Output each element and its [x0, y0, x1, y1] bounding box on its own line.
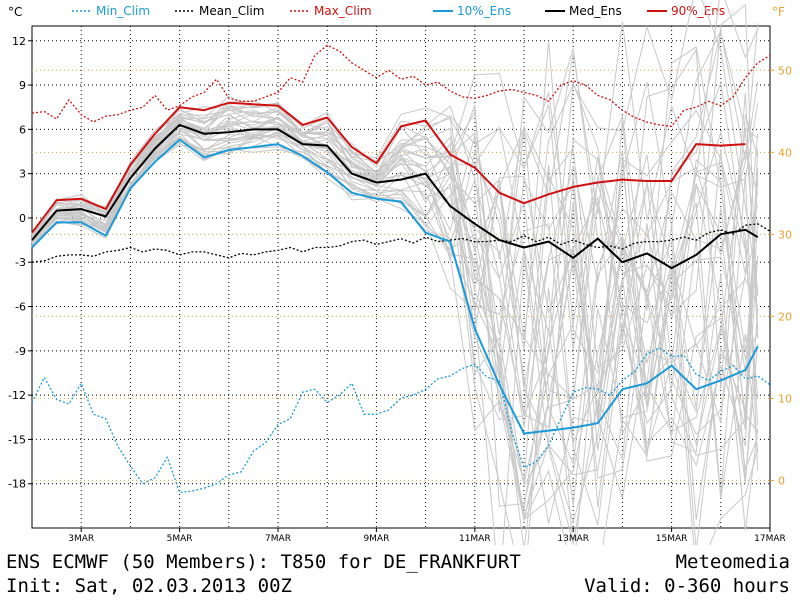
y-tick-label: -6 — [15, 301, 26, 314]
footer-init: Init: Sat, 02.03.2013 00Z — [6, 575, 292, 597]
x-tick-label: 11MAR — [459, 534, 491, 544]
f-tick-label: 10 — [778, 392, 792, 405]
footer-title: ENS ECMWF (50 Members): T850 for DE_FRAN… — [6, 551, 521, 573]
x-tick-label: 5MAR — [167, 534, 193, 544]
f-tick-label: 20 — [778, 310, 792, 323]
f-tick-label: 50 — [778, 64, 792, 77]
y-tick-label: 9 — [19, 79, 26, 92]
x-tick-label: 7MAR — [265, 534, 291, 544]
series-lines — [31, 44, 771, 494]
ensemble-member-line — [31, 133, 759, 526]
series-max_clim — [31, 44, 771, 128]
x-tick-label: 15MAR — [656, 534, 688, 544]
grid — [32, 26, 770, 528]
x-tick-label: 17MAR — [754, 534, 786, 544]
y-axis-right: 50 40 30 20 10 0 — [770, 64, 792, 487]
y-tick-label: -18 — [8, 478, 26, 491]
y-tick-label: 3 — [19, 168, 26, 181]
x-axis: 3MAR 5MAR 7MAR 9MAR 11MAR 13MAR 15MAR 17MAR — [68, 528, 786, 544]
series-min_clim — [31, 347, 771, 494]
series-p90 — [31, 101, 746, 234]
legend-label-med: Med_Ens — [569, 4, 622, 18]
y-axis-left: 12 9 6 3 0 -3 -6 -9 -12 -15 -18 — [8, 35, 32, 491]
t850-chart: °C °F Min_Clim Mean_Clim Max_Clim 10%_Ens Me… — [8, 0, 792, 545]
f-tick-label: 0 — [778, 474, 785, 487]
y-tick-label: -12 — [8, 389, 26, 402]
legend-label-mean_clim: Mean_Clim — [199, 4, 264, 18]
x-tick-label: 3MAR — [68, 534, 94, 544]
legend: Min_Clim Mean_Clim Max_Clim 10%_Ens Med_Ens 9… — [72, 4, 725, 18]
footer-valid: Valid: 0-360 hours — [584, 575, 790, 597]
y-tick-label: -3 — [15, 256, 26, 269]
x-tick-label: 9MAR — [363, 534, 389, 544]
y-tick-label: 12 — [12, 35, 26, 48]
ensemble-member-line — [31, 48, 759, 400]
y-tick-label: 0 — [19, 212, 26, 225]
ensemble-member-line — [31, 103, 759, 408]
plot-frame — [31, 25, 771, 529]
x-tick-label: 13MAR — [557, 534, 589, 544]
footer-source: Meteomedia — [675, 551, 790, 573]
y-tick-label: -9 — [15, 345, 26, 358]
series-med — [31, 123, 759, 270]
ensemble-member-line — [31, 46, 759, 351]
left-unit-label: °C — [8, 5, 22, 19]
f-tick-label: 30 — [778, 228, 792, 241]
series-p10 — [31, 138, 759, 435]
legend-label-p90: 90%_Ens — [671, 4, 725, 18]
ensemble-member-line — [31, 0, 759, 339]
legend-label-p10: 10%_Ens — [457, 4, 511, 18]
right-unit-label: °F — [772, 5, 785, 19]
ensemble-member-line — [31, 110, 759, 451]
f-tick-label: 40 — [778, 146, 792, 159]
legend-label-max_clim: Max_Clim — [314, 4, 372, 18]
y-tick-label: -15 — [8, 433, 26, 446]
legend-label-min_clim: Min_Clim — [96, 4, 150, 18]
y-tick-label: 6 — [19, 123, 26, 136]
